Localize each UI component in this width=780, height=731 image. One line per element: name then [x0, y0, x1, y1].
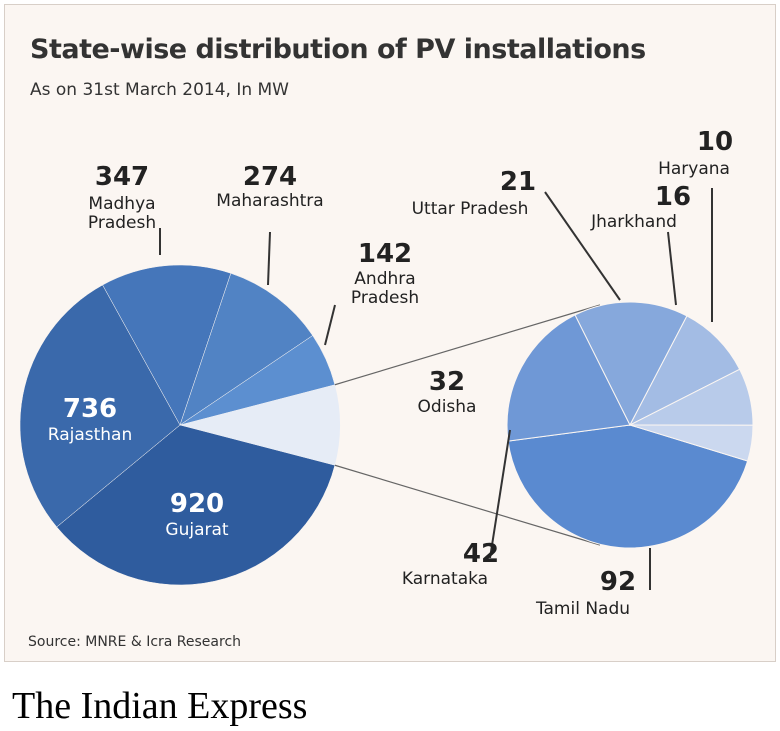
- value-label: 42: [462, 539, 500, 569]
- category-label: Madhya Pradesh: [87, 194, 157, 233]
- category-label: Maharashtra: [216, 191, 324, 211]
- source-note: Source: MNRE & Icra Research: [28, 634, 242, 650]
- category-label: Uttar Pradesh: [411, 199, 529, 219]
- value-label: 274: [242, 162, 298, 192]
- pie-slice: [629, 424, 754, 462]
- value-label: 16: [654, 182, 692, 212]
- leader-line: [544, 191, 621, 301]
- value-label: 142: [357, 239, 413, 269]
- pie-slice: [179, 272, 314, 426]
- leader-line: [489, 429, 511, 559]
- value-label: 347: [94, 162, 150, 192]
- value-label: 736: [62, 394, 118, 424]
- connector: [334, 464, 601, 546]
- pie-slice: [628, 315, 741, 427]
- value-label: 32: [428, 367, 466, 397]
- leader-line: [267, 231, 271, 286]
- pie-slice: [19, 284, 181, 528]
- pie-slice: [506, 314, 631, 442]
- category-label: Haryana: [658, 159, 730, 179]
- connector: [334, 304, 601, 386]
- value-label: 10: [696, 127, 734, 157]
- chart-subtitle: As on 31st March 2014, In MW: [30, 80, 289, 100]
- pie-slice: [102, 264, 232, 426]
- value-label: 21: [499, 167, 537, 197]
- value-label: 92: [599, 567, 637, 597]
- category-label: Andhra Pradesh: [350, 269, 420, 308]
- pie-slice: [574, 301, 688, 427]
- pie-slice: [56, 424, 336, 586]
- category-label: Odisha: [417, 397, 477, 417]
- category-label: Rajasthan: [47, 425, 133, 445]
- leader-line: [667, 231, 677, 306]
- value-label: 920: [169, 489, 225, 519]
- category-label: Gujarat: [165, 520, 229, 540]
- leader-line: [324, 304, 336, 346]
- publisher: The Indian Express: [12, 685, 308, 727]
- category-label: Tamil Nadu: [535, 599, 631, 619]
- chart-title: State-wise distribution of PV installati…: [30, 34, 646, 65]
- others-slice: [180, 384, 340, 466]
- category-label: Karnataka: [401, 569, 489, 589]
- pie-slice: [507, 424, 749, 549]
- category-label: Jharkhand: [591, 212, 677, 232]
